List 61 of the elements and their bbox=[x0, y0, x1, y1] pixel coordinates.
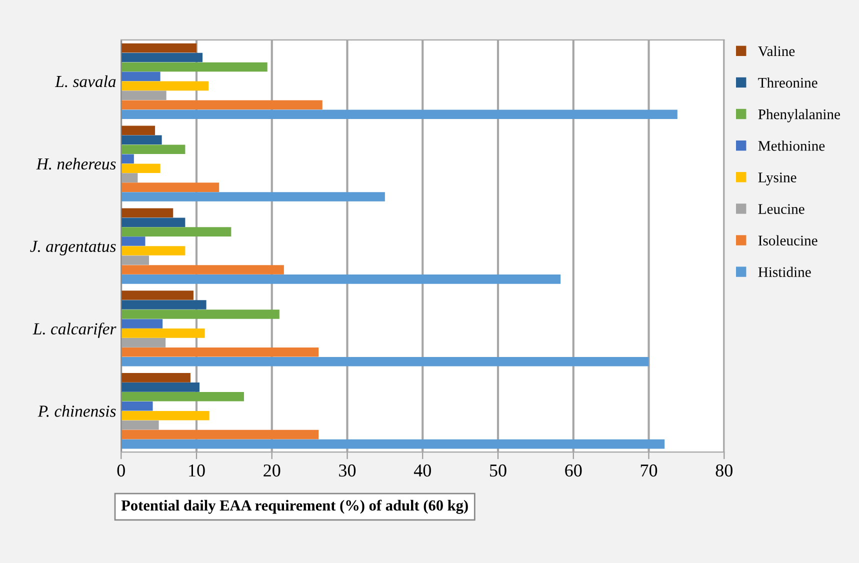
bar bbox=[121, 126, 156, 136]
bar bbox=[121, 236, 146, 246]
x-tick-label: 40 bbox=[414, 464, 431, 477]
bar bbox=[121, 182, 220, 192]
bar bbox=[121, 328, 205, 338]
legend-label: Phenylalanine bbox=[758, 108, 840, 122]
bar bbox=[121, 356, 649, 366]
legend-label: Methionine bbox=[758, 140, 825, 151]
legend-label: Lysine bbox=[758, 172, 796, 186]
bar bbox=[121, 154, 134, 164]
x-tick-label: 20 bbox=[264, 464, 280, 477]
bar bbox=[121, 173, 138, 182]
bar bbox=[121, 401, 153, 411]
bar bbox=[121, 43, 196, 53]
bar bbox=[121, 135, 162, 145]
bar bbox=[121, 208, 174, 218]
bar bbox=[121, 164, 160, 173]
bar bbox=[121, 256, 150, 265]
bar bbox=[121, 72, 160, 82]
x-tick-label: 0 bbox=[117, 464, 125, 477]
x-tick-label: 60 bbox=[565, 464, 582, 477]
y-tick-label: L. savala bbox=[54, 75, 116, 88]
legend-label: Histidine bbox=[758, 266, 811, 278]
legend-label: Threonine bbox=[758, 77, 818, 88]
bar bbox=[121, 144, 186, 154]
x-tick-label: 10 bbox=[189, 464, 205, 477]
bar bbox=[121, 265, 284, 274]
bar bbox=[121, 62, 268, 72]
y-tick-label: H. nehereus bbox=[36, 158, 116, 170]
bar bbox=[121, 192, 385, 202]
bar bbox=[121, 110, 678, 120]
legend-label: Valine bbox=[758, 46, 795, 56]
bar bbox=[121, 348, 319, 357]
y-tick-label: P. chinensis bbox=[38, 405, 116, 417]
bar bbox=[121, 227, 232, 236]
bar bbox=[121, 310, 280, 319]
x-axis-title: Potential daily EAA requirement (%) of adult (60 kg) bbox=[121, 500, 468, 514]
legend-label: Leucine bbox=[758, 204, 804, 214]
x-tick-label: 30 bbox=[339, 464, 356, 477]
y-tick-label: L. calcarifer bbox=[32, 322, 116, 338]
bar bbox=[121, 410, 210, 420]
y-tick-label: J. argentatus bbox=[30, 240, 116, 256]
bar bbox=[121, 290, 194, 300]
bar bbox=[121, 430, 319, 440]
legend-label: Isoleucine bbox=[758, 235, 818, 246]
bar bbox=[121, 81, 209, 91]
bar bbox=[121, 373, 190, 382]
bar bbox=[121, 274, 561, 284]
bar bbox=[121, 439, 665, 449]
bar bbox=[121, 246, 186, 256]
x-tick-label: 80 bbox=[716, 464, 732, 477]
bar bbox=[121, 382, 200, 392]
bar bbox=[121, 52, 203, 62]
bar bbox=[121, 100, 322, 110]
x-tick-label: 50 bbox=[490, 464, 506, 477]
bar bbox=[121, 319, 163, 328]
x-tick-label: 70 bbox=[640, 464, 658, 477]
bar bbox=[121, 338, 166, 348]
bar bbox=[121, 392, 244, 402]
bar bbox=[121, 300, 206, 310]
bar bbox=[121, 218, 186, 227]
